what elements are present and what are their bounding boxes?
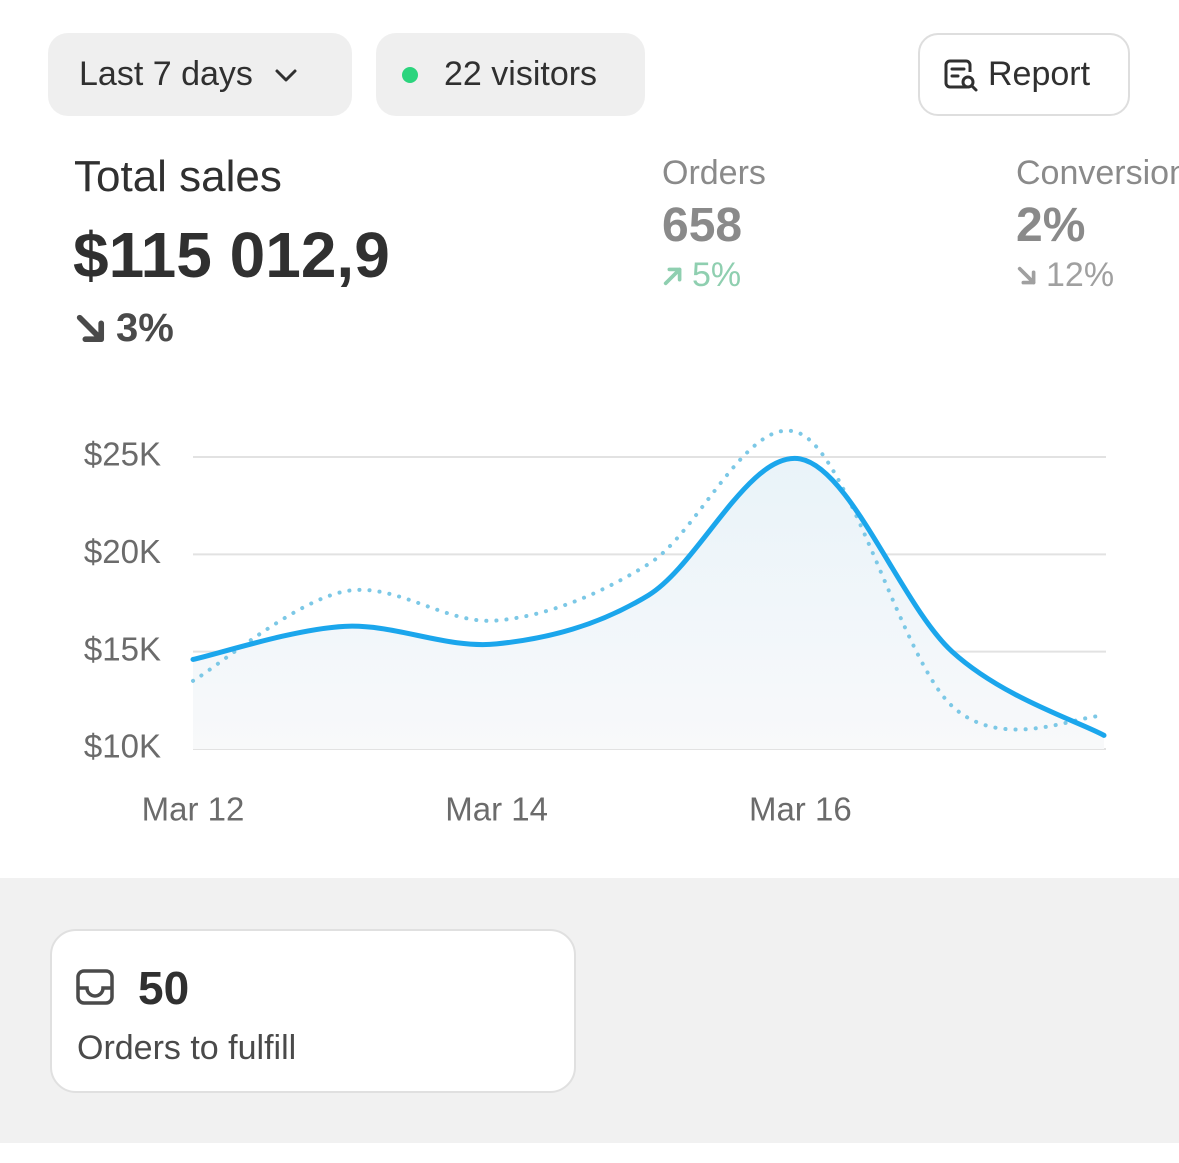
metric-value: 658 xyxy=(662,199,743,252)
metric-change: 12% xyxy=(1016,256,1114,295)
y-tick-label: $15K xyxy=(84,630,161,667)
trend-arrow xyxy=(663,267,682,285)
trend-arrow xyxy=(76,314,105,342)
metric-value: $115 012,9 xyxy=(73,219,390,291)
visitors-label: 22 visitors xyxy=(444,55,598,93)
x-tick-label: Mar 14 xyxy=(445,791,548,828)
x-tick-label: Mar 12 xyxy=(142,791,245,828)
y-tick-label: $20K xyxy=(84,533,161,570)
inbox-icon xyxy=(76,969,114,1005)
date-range-button[interactable]: Last 7 days xyxy=(48,33,352,116)
area-fill xyxy=(193,458,1104,749)
metric-label: Total sales xyxy=(74,152,282,201)
visitors-button[interactable]: 22 visitors xyxy=(376,33,645,116)
card-value: 50 xyxy=(138,962,190,1014)
card-label: Orders to fulfill xyxy=(77,1029,297,1067)
trend-arrow xyxy=(1017,266,1036,284)
series-line xyxy=(190,456,1107,738)
report-button[interactable]: Report xyxy=(918,33,1130,116)
fulfill-card[interactable]: 50 Orders to fulfill xyxy=(50,929,576,1093)
metric-label: Conversion xyxy=(1016,154,1179,192)
metric-change-value: 3% xyxy=(116,306,174,350)
metric-value: 2% xyxy=(1016,199,1086,252)
metric-change-value: 5% xyxy=(692,256,742,294)
y-tick-label: $10K xyxy=(84,728,161,765)
report-icon xyxy=(944,59,978,91)
series-line xyxy=(191,428,1106,732)
metric-change-value: 12% xyxy=(1046,256,1115,294)
y-tick-label: $25K xyxy=(84,436,161,473)
metric-change: 3% xyxy=(74,306,174,351)
live-dot xyxy=(402,66,418,83)
x-tick-label: Mar 16 xyxy=(749,791,852,828)
report-label: Report xyxy=(988,55,1091,93)
metric-change: 5% xyxy=(662,256,741,295)
metric-label: Orders xyxy=(662,154,766,192)
sales-chart: $10K $15K $20K $25K Mar 12 Mar 14 Mar 16 xyxy=(84,428,1107,828)
chevron-icon xyxy=(275,69,297,81)
date-range-label: Last 7 days xyxy=(79,55,253,93)
